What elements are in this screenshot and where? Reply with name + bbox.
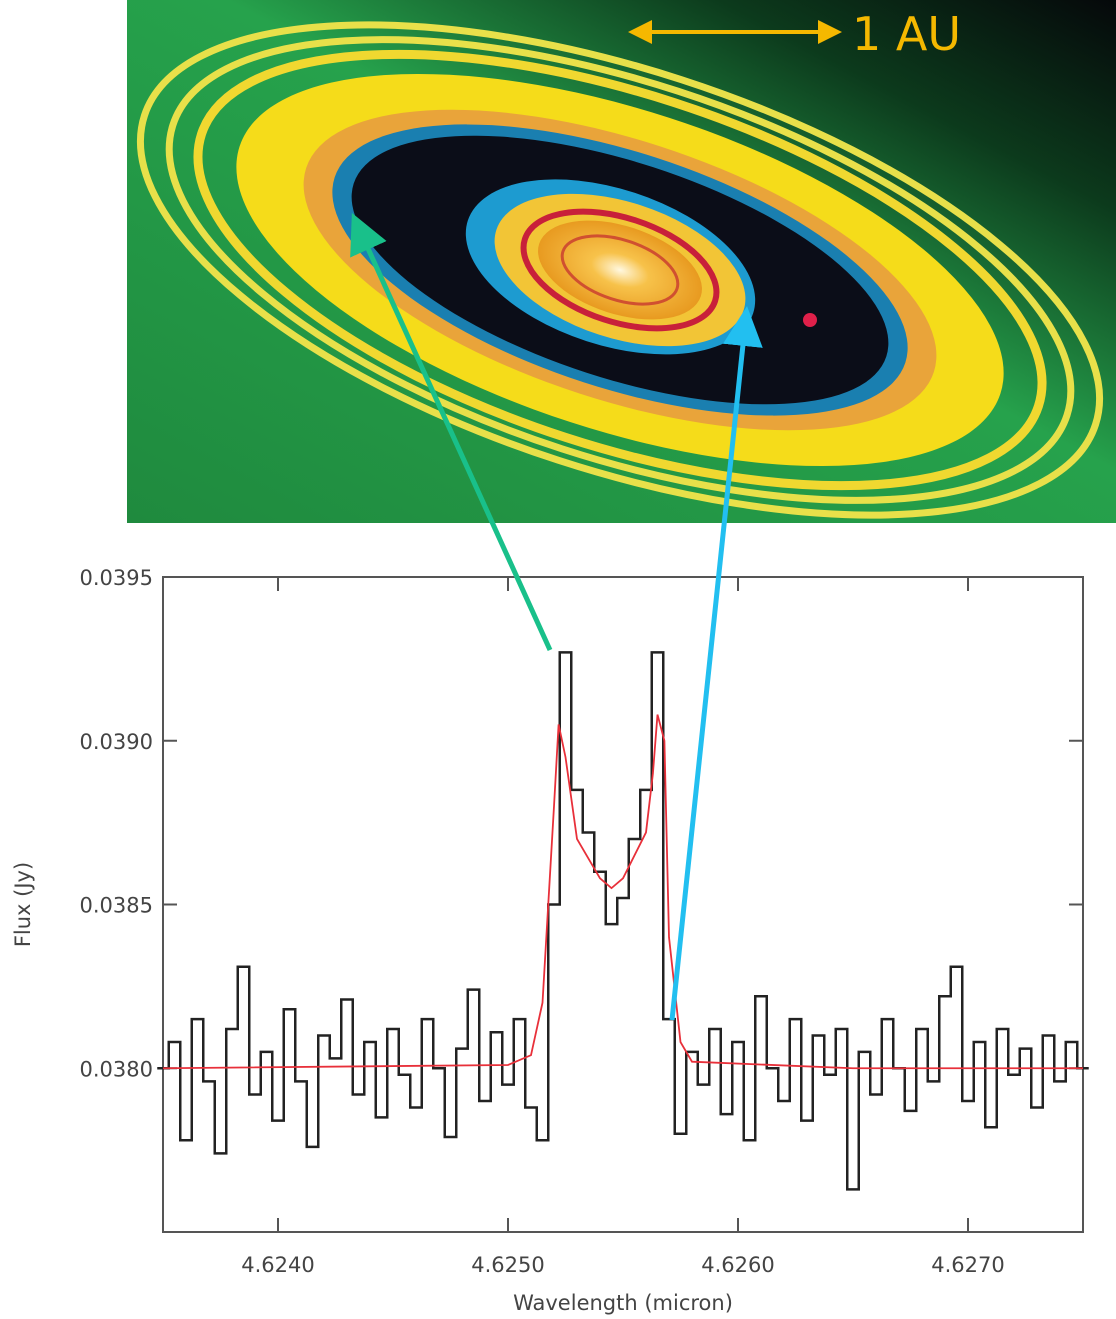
y-tick-label: 0.0395: [80, 566, 153, 590]
model-line: [162, 714, 1083, 1070]
plot-frame: [162, 576, 1084, 1233]
spectrum-plot: 4.6240 4.6250 4.6260 4.6270 0.0380 0.0385 0.03…: [11, 566, 1089, 1315]
x-tick-label: 4.6270: [931, 1253, 1004, 1277]
x-axis-label: Wavelength (micron): [513, 1291, 733, 1315]
y-axis-label: Flux (Jy): [11, 862, 35, 947]
arrow: [350, 212, 553, 652]
scale-label: 1 AU: [852, 7, 961, 61]
x-tick-label: 4.6250: [471, 1253, 544, 1277]
y-tick-label: 0.0380: [80, 1057, 153, 1081]
x-tick-label: 4.6260: [701, 1253, 774, 1277]
spectrum-line: [157, 651, 1089, 1191]
x-tick-label: 4.6240: [241, 1253, 314, 1277]
y-tick-label: 0.0390: [80, 730, 153, 754]
y-tick-label: 0.0385: [80, 894, 153, 918]
disk-illustration: 1 AU: [127, 0, 1116, 523]
arrow: [669, 306, 763, 1021]
